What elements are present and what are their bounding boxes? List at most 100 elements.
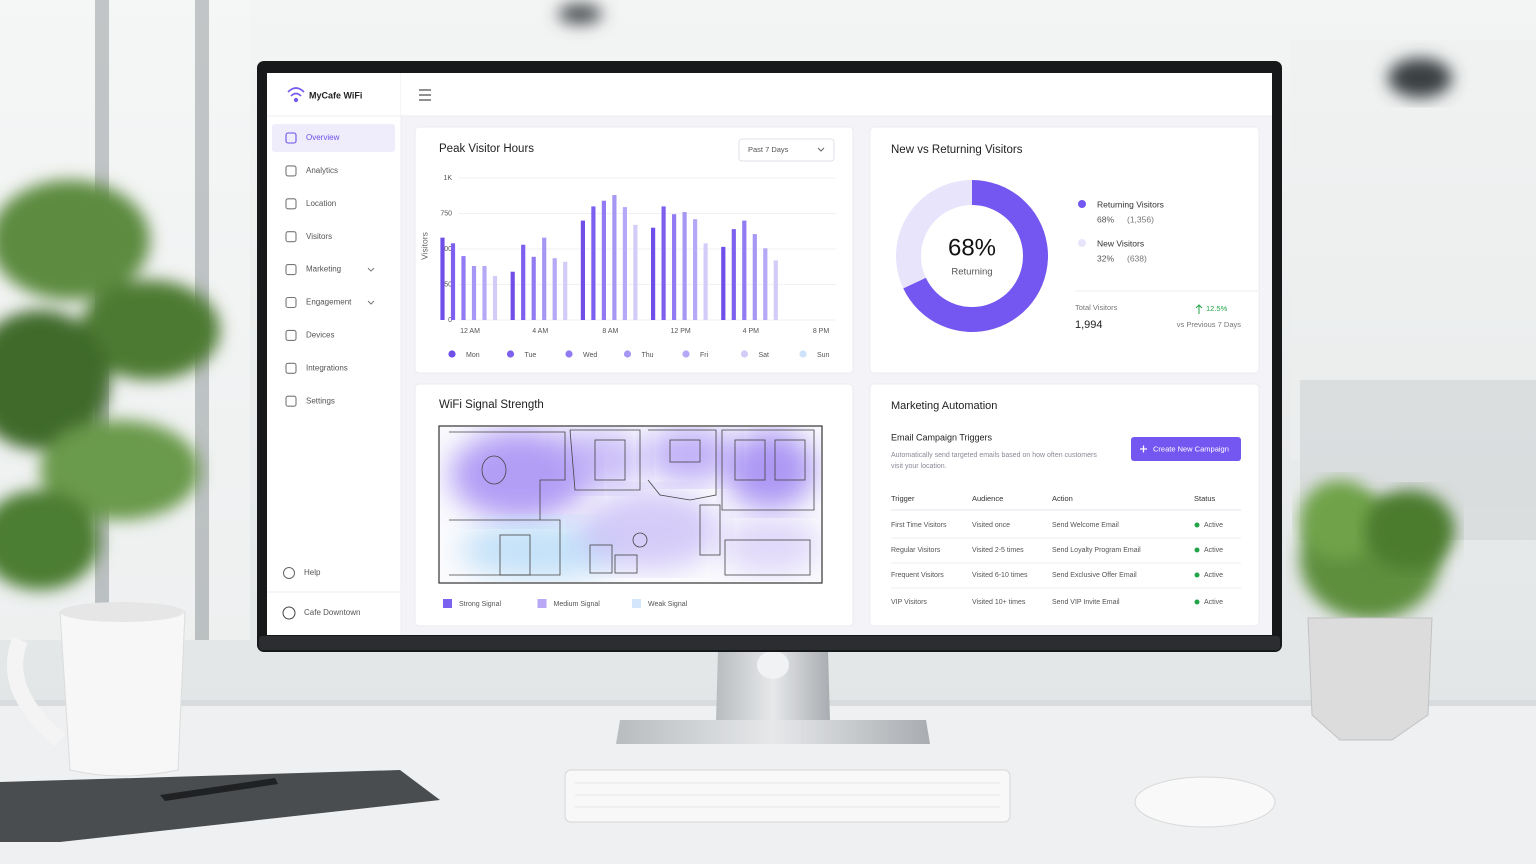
legend-swatch	[506, 350, 515, 358]
y-tick-label: 250	[440, 281, 452, 288]
bar	[633, 224, 638, 320]
description-box: Automatically send targeted emails based…	[891, 452, 1097, 470]
bar	[563, 261, 568, 320]
filter-label[interactable]: Past 7 Days	[748, 145, 789, 154]
nav-icon	[285, 296, 297, 309]
monitor-neck	[716, 650, 830, 722]
bar	[672, 214, 677, 320]
y-tick-label: 1K	[443, 175, 452, 182]
legend-swatch	[448, 350, 456, 358]
nav-icon	[285, 264, 297, 276]
table-cell: Send Loyalty Program Email	[1052, 547, 1141, 554]
bar	[731, 229, 736, 320]
x-tick-label: 12 AM	[460, 328, 480, 335]
nav-chevron	[367, 300, 375, 305]
button-label[interactable]: Create New Campaign	[1153, 444, 1229, 453]
bar	[542, 237, 547, 320]
legend-swatch	[799, 350, 807, 358]
sidebar	[267, 73, 401, 635]
bar	[580, 220, 585, 320]
nav-item[interactable]: Devices	[306, 331, 334, 340]
bar	[752, 234, 757, 320]
total-value: 1,994	[1075, 319, 1103, 331]
plus-icon	[1140, 445, 1147, 453]
legend-count: (638)	[1127, 253, 1147, 263]
table-cell: Active	[1204, 572, 1223, 579]
card	[869, 383, 1260, 627]
nav-item[interactable]: Visitors	[306, 232, 332, 241]
bar	[703, 243, 708, 320]
legend-swatch	[632, 599, 641, 608]
status-dot	[1194, 572, 1200, 578]
nav-item[interactable]: Integrations	[306, 363, 348, 372]
bar	[682, 212, 687, 320]
x-tick-label: 8 PM	[813, 328, 830, 335]
status-dot	[1194, 522, 1200, 528]
topbar	[401, 73, 1272, 116]
legend-swatch	[443, 599, 452, 608]
nav-item[interactable]: Settings	[306, 396, 335, 405]
mouse	[1134, 776, 1276, 828]
bar	[601, 200, 606, 320]
legend-label: Returning Visitors	[1097, 199, 1164, 209]
legend-percent: 68%	[1097, 214, 1114, 224]
table-cell: Regular Visitors	[891, 547, 941, 554]
card-title: Marketing Automation	[891, 400, 997, 412]
legend-count: (1,356)	[1127, 214, 1154, 224]
donut-segment	[903, 180, 1048, 332]
account-name[interactable]: Cafe Downtown	[304, 608, 360, 617]
table-header: Action	[1052, 494, 1073, 503]
legend-label: Medium Signal	[554, 601, 601, 608]
table-cell: Send Exclusive Offer Email	[1052, 572, 1137, 579]
change-caption: vs Previous 7 Days	[1177, 320, 1241, 329]
lamps	[558, 4, 1452, 98]
legend-percent: 32%	[1097, 253, 1114, 263]
notebook	[0, 770, 440, 842]
bar	[763, 248, 768, 320]
legend-swatch	[623, 350, 632, 358]
donut-center-caption: Returning	[951, 267, 992, 278]
y-axis-label: Visitors	[419, 232, 429, 260]
bar	[521, 244, 526, 320]
donut-center-value: 68%	[948, 234, 996, 261]
bar	[612, 195, 617, 320]
legend-label: Wed	[583, 352, 597, 359]
nav-icon	[285, 198, 297, 210]
table-cell: Active	[1204, 599, 1223, 606]
legend-swatch	[682, 350, 690, 358]
nav-icon	[285, 132, 297, 144]
nav-icon	[285, 362, 297, 374]
mug	[7, 602, 186, 777]
legend-swatch	[537, 599, 547, 608]
help-icon	[283, 567, 295, 579]
legend-label: Sun	[817, 352, 830, 359]
nav-item[interactable]: Engagement	[306, 298, 352, 307]
y-tick-label: 750	[440, 210, 452, 217]
nav-item[interactable]: Overview	[306, 133, 340, 142]
legend-label: Thu	[642, 352, 654, 359]
legend-label: Fri	[700, 352, 709, 359]
table-cell: First Time Visitors	[891, 522, 947, 529]
legend-label: Sat	[759, 352, 770, 359]
filter-dropdown[interactable]	[738, 138, 835, 162]
nav-chevron	[367, 267, 375, 272]
table-cell: Visited 2-5 times	[972, 547, 1024, 554]
nav-item[interactable]: Analytics	[306, 166, 338, 175]
help-link[interactable]: Help	[304, 568, 321, 577]
plant-right	[1300, 480, 1455, 741]
table-cell: Active	[1204, 522, 1223, 529]
legend-swatch	[1078, 239, 1086, 247]
menu-button[interactable]	[419, 89, 431, 101]
legend-label: Mon	[466, 352, 480, 359]
bar	[482, 266, 487, 320]
x-tick-label: 4 PM	[743, 328, 760, 335]
bar	[492, 275, 498, 320]
bar	[591, 206, 596, 320]
bar	[450, 243, 456, 320]
x-tick-label: 8 AM	[602, 328, 618, 335]
bar	[661, 206, 666, 320]
create-campaign-button[interactable]	[1131, 437, 1241, 461]
nav-item[interactable]: Marketing	[306, 265, 341, 274]
nav-item[interactable]: Location	[306, 199, 336, 208]
table-cell: Send Welcome Email	[1052, 522, 1119, 529]
